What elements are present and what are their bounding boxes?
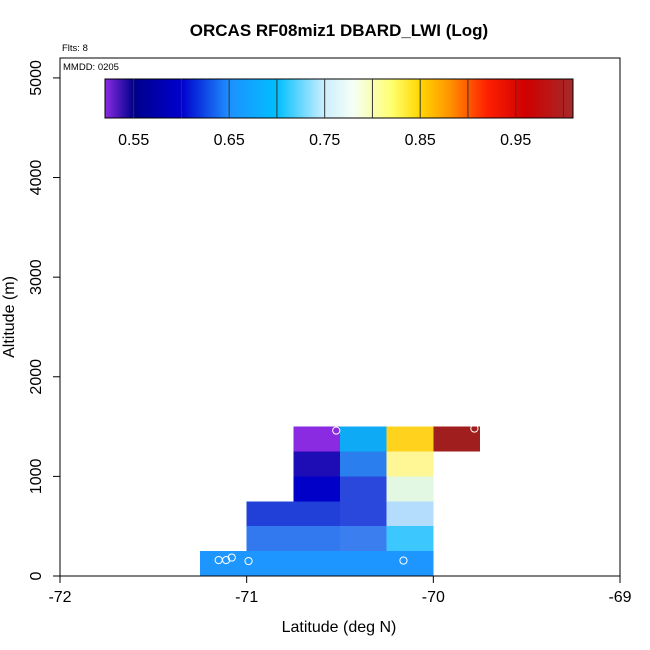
observation-point: [470, 424, 479, 433]
heatmap-cell: [386, 526, 434, 552]
x-axis-label: Latitude (deg N): [282, 619, 397, 636]
heatmap-cell: [340, 451, 387, 477]
y-tick-label: 4000: [28, 160, 45, 196]
heatmap-cell: [293, 476, 340, 502]
heatmap-cell: [246, 551, 294, 576]
observation-point: [399, 556, 408, 565]
y-tick-label: 3000: [28, 259, 45, 295]
heatmap-cell: [246, 526, 294, 552]
heatmap-cell: [386, 426, 434, 452]
heatmap-cell: [386, 476, 434, 502]
heatmap-cell: [246, 501, 294, 527]
heatmap-cell: [340, 551, 387, 576]
observation-point: [244, 556, 253, 566]
heatmap-cell: [200, 551, 247, 576]
heatmap-cell: [293, 526, 340, 552]
colorbar: 0.55 0.65 0.75 0.85 0.95: [104, 78, 574, 149]
x-tick-label: -70: [422, 589, 445, 606]
heatmap-cells: [200, 426, 480, 576]
heatmap-cell: [386, 451, 434, 477]
heatmap-cell: [340, 501, 387, 527]
heatmap-cell: [340, 476, 387, 502]
observation-points: [214, 424, 479, 566]
observation-point: [332, 426, 341, 435]
heatmap-cell: [293, 551, 340, 576]
x-tick-label: -71: [235, 589, 258, 606]
heatmap-cell: [433, 426, 480, 452]
colorbar-tick-label: 0.65: [214, 132, 245, 149]
colorbar-tick-label: 0.95: [500, 132, 531, 149]
plot-frame: [59, 57, 621, 577]
y-tick-label: 1000: [28, 458, 45, 494]
colorbar-gradient: [104, 78, 574, 119]
y-tick-label: 0: [28, 571, 45, 580]
heatmap-cell: [340, 526, 387, 552]
heatmap-cell: [340, 426, 387, 452]
observation-point: [227, 553, 236, 562]
flights-annotation: Flts: 8: [62, 43, 88, 54]
y-axis-label: Altitude (m): [1, 276, 18, 358]
heatmap-cell: [386, 501, 434, 527]
colorbar-tick-label: 0.85: [405, 132, 436, 149]
chart-title: ORCAS RF08miz1 DBARD_LWI (Log): [190, 21, 488, 40]
heatmap-cell: [386, 551, 434, 576]
date-annotation: MMDD: 0205: [63, 62, 119, 73]
heatmap-cell: [293, 451, 340, 477]
x-tick-label: -69: [608, 589, 631, 606]
heatmap-cell: [293, 501, 340, 527]
colorbar-tick-label: 0.55: [118, 132, 149, 149]
y-axis: 0 1000 2000 3000 4000 5000: [28, 60, 60, 580]
x-axis: -72 -71 -70 -69: [48, 576, 632, 606]
observation-point: [222, 555, 231, 565]
y-tick-label: 2000: [28, 359, 45, 395]
colorbar-tick-label: 0.75: [309, 132, 340, 149]
x-tick-label: -72: [48, 589, 71, 606]
y-tick-label: 5000: [28, 60, 45, 96]
